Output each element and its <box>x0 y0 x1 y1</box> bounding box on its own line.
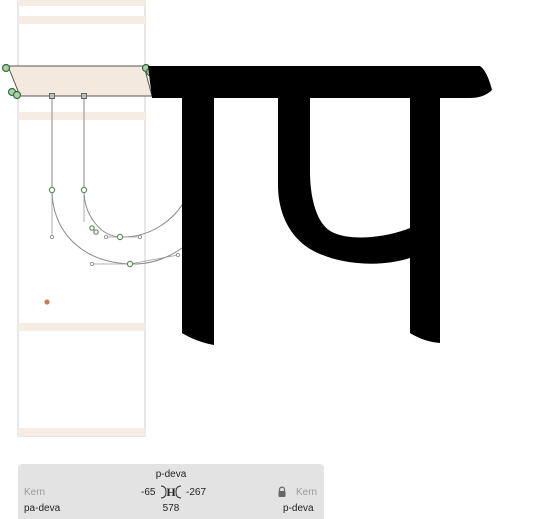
path-node[interactable] <box>93 229 99 235</box>
handle-point[interactable] <box>137 234 142 239</box>
path-node[interactable] <box>12 90 22 100</box>
anchor-point[interactable] <box>44 299 50 305</box>
right-kern-label: Kern <box>296 487 318 498</box>
glyph-stem-path[interactable] <box>51 96 199 265</box>
glyph-width-value[interactable]: 578 <box>162 503 180 514</box>
descender-band <box>18 428 145 436</box>
path-node[interactable] <box>1 63 11 73</box>
lock-icon[interactable] <box>276 486 288 498</box>
handle-point[interactable] <box>175 252 180 257</box>
baseline-band <box>18 323 145 331</box>
handle-point[interactable] <box>90 261 95 266</box>
left-kern-value[interactable]: -65 <box>141 487 156 498</box>
path-node[interactable] <box>80 186 88 194</box>
path-node[interactable] <box>116 233 124 241</box>
right-glyph-name[interactable]: p-deva <box>283 503 314 514</box>
corner-node[interactable] <box>81 93 87 99</box>
left-glyph-layer <box>17 0 146 437</box>
cap-height-band <box>18 16 145 24</box>
corner-node[interactable] <box>49 93 55 99</box>
svg-text:H: H <box>166 485 176 499</box>
info-glyph-name: p-deva <box>155 469 187 480</box>
xheight-band <box>18 112 145 120</box>
left-glyph-name[interactable]: pa-deva <box>24 503 61 514</box>
info-panel: p-deva Kern -65 H -267 Kern pa-deva 578 … <box>18 464 324 519</box>
ascender-band <box>18 0 145 6</box>
handle-point[interactable] <box>50 234 55 239</box>
glyph-edit-canvas[interactable] <box>0 0 556 460</box>
left-kern-label: Kern <box>24 487 46 498</box>
path-node[interactable] <box>126 260 134 268</box>
path-node[interactable] <box>89 225 95 231</box>
metrics-h-icon: H <box>160 485 182 499</box>
path-node[interactable] <box>48 186 56 194</box>
preview-glyph-p-deva <box>148 66 492 345</box>
right-kern-value[interactable]: -267 <box>186 487 207 498</box>
handle-point[interactable] <box>104 234 109 239</box>
